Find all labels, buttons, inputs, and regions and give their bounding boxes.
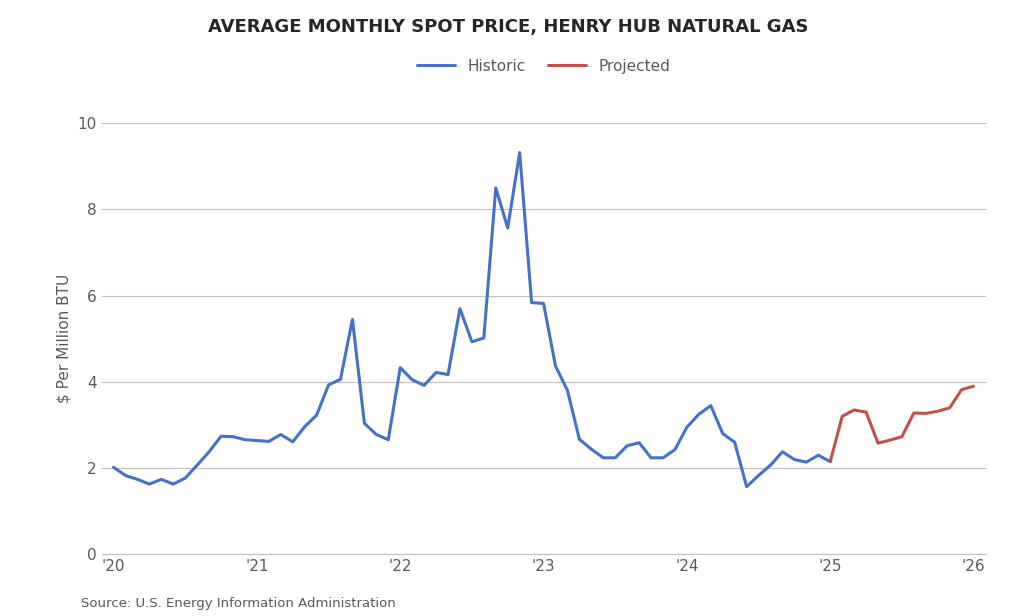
Projected xyxy=(872,439,884,447)
Projected xyxy=(955,386,967,394)
Projected xyxy=(824,458,836,466)
Projected xyxy=(896,433,908,440)
Historic xyxy=(513,149,525,156)
Historic xyxy=(274,431,287,438)
Historic xyxy=(824,458,836,466)
Historic xyxy=(359,419,371,427)
Historic xyxy=(741,483,753,490)
Projected xyxy=(932,408,944,415)
Historic xyxy=(550,362,562,370)
Projected xyxy=(884,436,896,444)
Historic xyxy=(251,437,263,444)
Projected xyxy=(860,408,872,416)
Projected xyxy=(944,404,956,411)
Projected xyxy=(836,413,848,420)
Text: AVERAGE MONTHLY SPOT PRICE, HENRY HUB NATURAL GAS: AVERAGE MONTHLY SPOT PRICE, HENRY HUB NA… xyxy=(207,18,809,36)
Historic xyxy=(108,464,120,471)
Text: Source: U.S. Energy Information Administration: Source: U.S. Energy Information Administ… xyxy=(81,597,396,610)
Historic xyxy=(753,472,765,479)
Projected xyxy=(967,383,979,390)
Projected xyxy=(848,407,861,414)
Line: Historic: Historic xyxy=(114,153,830,487)
Legend: Historic, Projected: Historic, Projected xyxy=(410,53,677,81)
Line: Projected: Projected xyxy=(830,386,973,462)
Projected xyxy=(919,410,932,417)
Historic xyxy=(490,184,502,192)
Y-axis label: $ Per Million BTU: $ Per Million BTU xyxy=(57,274,72,403)
Projected xyxy=(907,409,919,416)
